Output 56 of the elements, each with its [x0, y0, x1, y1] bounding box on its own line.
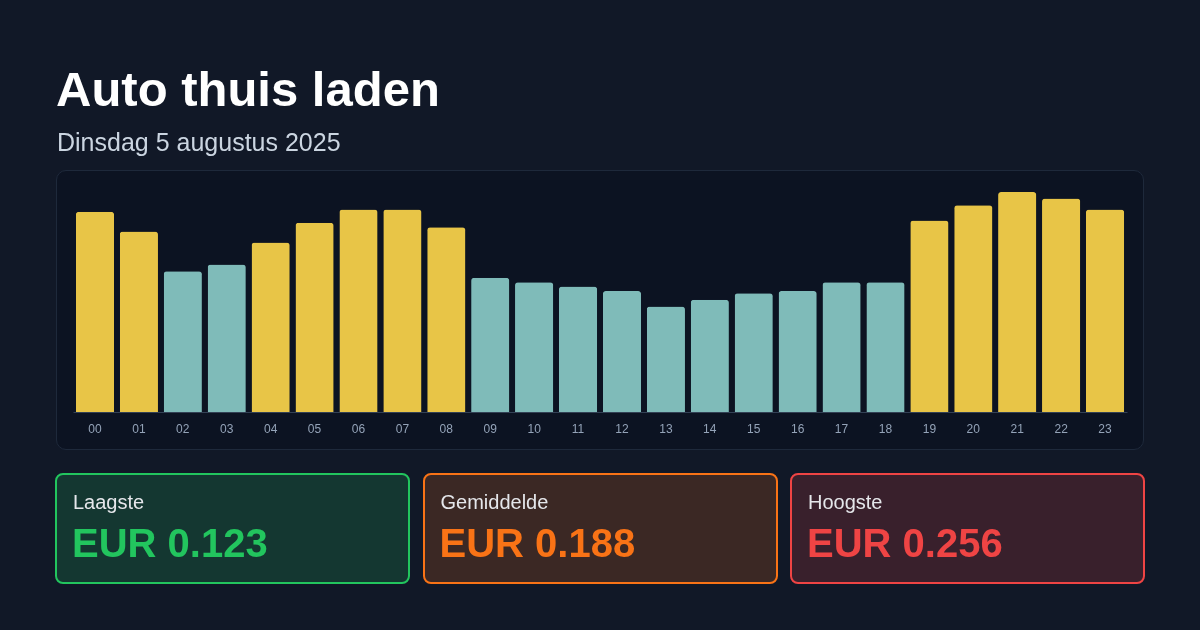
x-tick-label: 14	[703, 421, 717, 436]
bar	[734, 293, 773, 412]
x-tick-label: 21	[1010, 421, 1025, 436]
bar	[954, 205, 993, 412]
bar	[822, 282, 861, 412]
bar	[427, 227, 466, 412]
x-tick-label: 10	[527, 421, 542, 436]
x-tick-label: 20	[966, 421, 981, 436]
x-tick-label: 15	[747, 421, 761, 436]
x-tick-label: 17	[834, 421, 849, 436]
text: EUR 0.256	[807, 520, 1003, 567]
bar	[866, 282, 905, 412]
x-tick-label: 09	[483, 421, 498, 436]
chart-title: Auto thuis laden	[56, 61, 440, 118]
bar	[998, 192, 1037, 412]
x-tick-label: 22	[1054, 421, 1069, 436]
text: Laagste	[73, 490, 145, 515]
text: Gemiddelde	[440, 490, 549, 515]
bar	[339, 209, 378, 412]
bar	[910, 220, 949, 412]
bar	[295, 222, 334, 412]
chart-subtitle: Dinsdag 5 augustus 2025	[57, 127, 341, 158]
x-tick-label: 03	[220, 421, 234, 436]
x-tick-label: 16	[790, 421, 805, 436]
bar	[119, 231, 158, 412]
bar	[646, 306, 685, 412]
bar	[515, 282, 554, 412]
bar	[1085, 209, 1125, 412]
bar	[778, 291, 817, 412]
bar	[471, 277, 510, 412]
text: Hoogste	[808, 490, 883, 515]
x-tick-label: 13	[659, 421, 673, 436]
bar	[75, 211, 115, 412]
x-tick-label: 01	[132, 421, 146, 436]
bar	[690, 299, 729, 412]
bar	[1042, 198, 1081, 412]
x-tick-label: 06	[351, 421, 366, 436]
x-tick-label: 07	[395, 421, 410, 436]
x-tick-label: 23	[1098, 421, 1113, 436]
bar	[163, 271, 202, 412]
x-tick-label: 18	[878, 421, 893, 436]
bar	[558, 286, 598, 412]
x-tick-label: 05	[307, 421, 322, 436]
x-tick-label: 11	[571, 421, 585, 436]
x-tick-label: 04	[263, 421, 278, 436]
x-tick-label: 02	[176, 421, 190, 436]
x-tick-label: 19	[922, 421, 937, 436]
text: EUR 0.188	[439, 520, 636, 567]
x-tick-label: 08	[439, 421, 454, 436]
text: EUR 0.123	[72, 520, 268, 567]
bar	[207, 264, 246, 412]
x-tick-label: 12	[615, 421, 629, 436]
bar	[251, 242, 290, 412]
bar	[602, 291, 642, 412]
x-tick-label: 00	[88, 421, 102, 436]
bar	[383, 209, 422, 412]
